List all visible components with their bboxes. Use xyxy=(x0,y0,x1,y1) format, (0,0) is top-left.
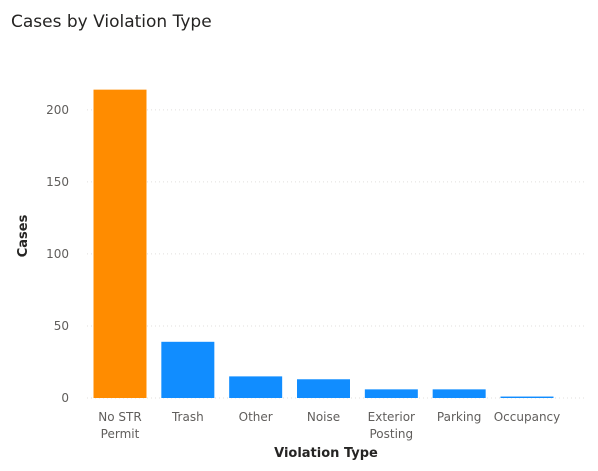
y-tick-label: 0 xyxy=(61,391,69,405)
x-tick-label-line: No STR xyxy=(98,410,141,424)
chart-title: Cases by Violation Type xyxy=(11,12,212,32)
x-tick-label-line: Parking xyxy=(437,410,482,424)
x-tick-label-line: Exterior xyxy=(368,410,415,424)
x-tick-label: Occupancy xyxy=(494,410,561,424)
x-tick-label: Exterior Posting xyxy=(368,410,415,441)
x-axis-ticks: No STR Permit Trash Other Noise Exterior Posti… xyxy=(98,410,560,441)
bar[interactable] xyxy=(297,379,350,398)
x-tick-label-line: Trash xyxy=(171,410,204,424)
y-tick-label: 200 xyxy=(46,103,69,117)
x-tick-label: Noise xyxy=(307,410,340,424)
bar[interactable] xyxy=(432,389,486,398)
y-tick-label: 100 xyxy=(46,247,69,261)
x-tick-label-line: Noise xyxy=(307,410,340,424)
y-tick-label: 150 xyxy=(46,175,69,189)
y-axis-title: Cases xyxy=(16,214,31,257)
bar[interactable] xyxy=(364,389,418,398)
x-tick-label-line: Other xyxy=(239,410,273,424)
bar[interactable] xyxy=(229,376,283,398)
bar[interactable] xyxy=(500,396,554,398)
y-axis-ticks: 0 50 100 150 200 xyxy=(46,103,69,405)
y-tick-label: 50 xyxy=(54,319,69,333)
x-tick-label: Trash xyxy=(171,410,204,424)
bar[interactable] xyxy=(93,89,147,399)
x-tick-label: No STR Permit xyxy=(98,410,141,441)
x-tick-label: Parking xyxy=(437,410,482,424)
x-tick-label-line: Permit xyxy=(101,427,140,441)
x-axis-title: Violation Type xyxy=(274,446,378,461)
x-tick-label-line: Posting xyxy=(369,427,413,441)
x-tick-label: Other xyxy=(239,410,273,424)
x-tick-label-line: Occupancy xyxy=(494,410,561,424)
bar[interactable] xyxy=(161,341,215,398)
bars xyxy=(93,89,554,399)
